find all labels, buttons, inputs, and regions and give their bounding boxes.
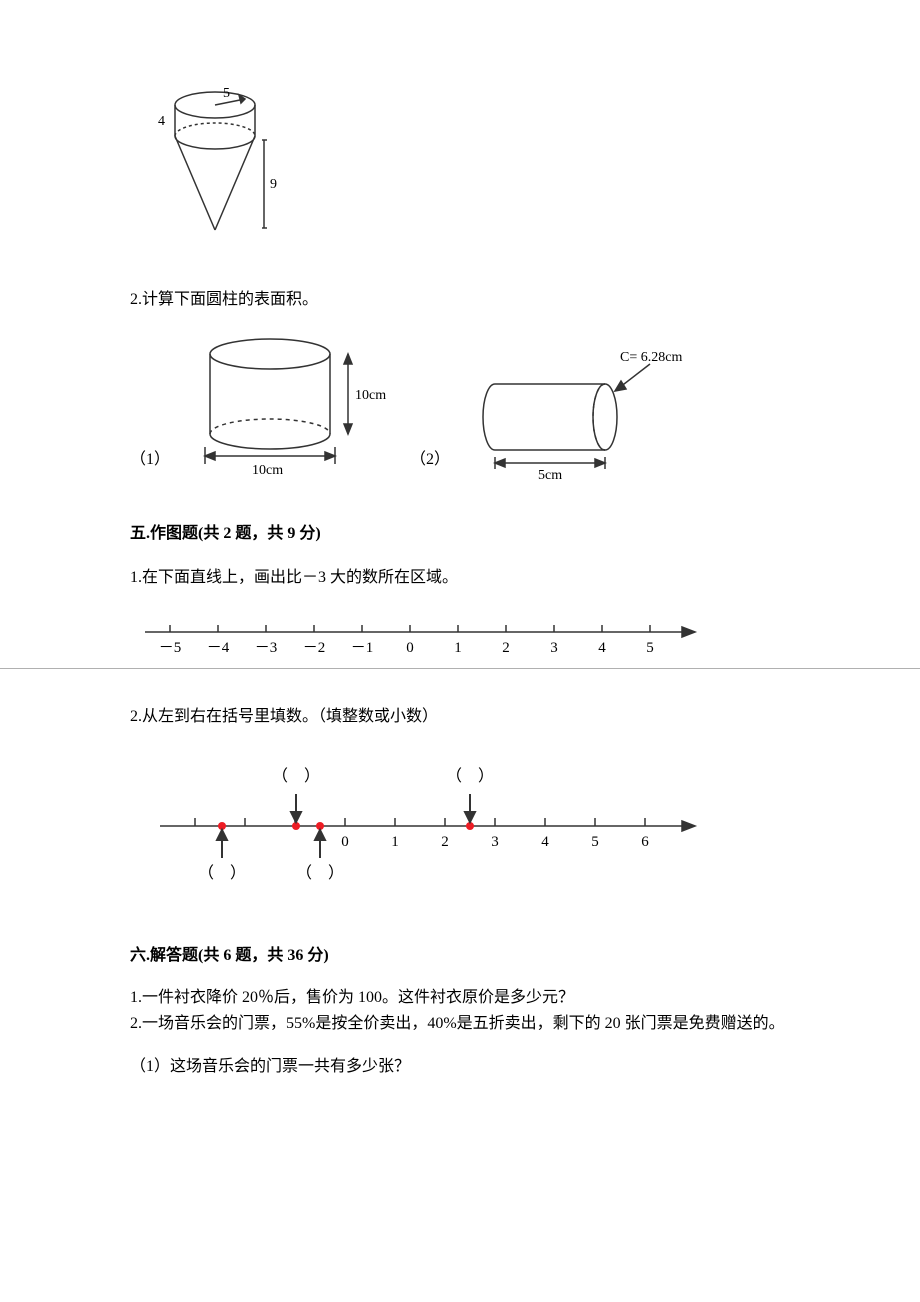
footer-line-1	[0, 668, 920, 669]
section6-heading: 六.解答题(共 6 题，共 36 分)	[130, 941, 790, 965]
cylinder-figures-row: （1） 10cm 10cm （2）	[130, 329, 790, 489]
radius-label: 5	[223, 86, 230, 101]
svg-text:6: 6	[641, 834, 649, 850]
svg-text:3: 3	[550, 640, 558, 656]
cyl2-length: 5cm	[538, 468, 562, 483]
cyl1-height: 10cm	[355, 388, 386, 403]
svg-text:0: 0	[406, 640, 414, 656]
svg-text:（ ）: （ ）	[446, 767, 494, 785]
svg-text:（ ）: （ ）	[198, 864, 246, 882]
svg-text:－1: －1	[351, 640, 374, 656]
cyl1-prefix: （1）	[130, 445, 170, 489]
figure-composite-solid: 5 4 9	[130, 80, 790, 255]
svg-text:－4: －4	[207, 640, 230, 656]
cyl2-prefix: （2）	[410, 445, 450, 489]
cyl-height-label: 4	[158, 114, 165, 129]
svg-text:（ ）: （ ）	[272, 767, 320, 785]
cone-height-label: 9	[270, 177, 277, 192]
section6-q1: 1.一件衬衣降价 20％后，售价为 100。这件衬衣原价是多少元？	[130, 985, 790, 1011]
section5-q1: 1.在下面直线上，画出比－3 大的数所在区域。	[130, 563, 790, 587]
svg-text:4: 4	[541, 834, 549, 850]
svg-text:－3: －3	[255, 640, 278, 656]
q2-text: 2.计算下面圆柱的表面积。	[130, 285, 790, 309]
svg-text:5: 5	[646, 640, 654, 656]
section6-q2: 2.一场音乐会的门票，55%是按全价卖出，40%是五折卖出，剩下的 20 张门票…	[130, 1011, 790, 1037]
svg-text:－2: －2	[303, 640, 326, 656]
cyl1-diameter: 10cm	[252, 463, 283, 478]
section5-q2: 2.从左到右在括号里填数。（填整数或小数）	[130, 702, 790, 726]
svg-text:5: 5	[591, 834, 599, 850]
svg-text:1: 1	[391, 834, 399, 850]
svg-text:4: 4	[598, 640, 606, 656]
numberline1: －5 －4 －3 －2 －1 0 1 2 3 4 5	[130, 607, 790, 672]
cylinder1-svg: 10cm 10cm	[190, 329, 390, 489]
svg-text:2: 2	[502, 640, 510, 656]
section6-q2-sub: （1）这场音乐会的门票一共有多少张？	[130, 1054, 790, 1080]
svg-text:（ ）: （ ）	[296, 864, 344, 882]
svg-text:1: 1	[454, 640, 462, 656]
svg-text:－5: －5	[159, 640, 182, 656]
svg-text:3: 3	[491, 834, 499, 850]
numberline2: 0 1 2 3 4 5 6 （ ） （ ） （ ） （ ）	[150, 746, 790, 901]
cyl2-circ: C= 6.28cm	[620, 350, 682, 365]
section5-heading: 五.作图题(共 2 题，共 9 分)	[130, 519, 790, 543]
composite-solid-svg: 5 4 9	[130, 80, 300, 250]
svg-text:0: 0	[341, 834, 349, 850]
cylinder2-svg: C= 6.28cm 5cm	[470, 349, 690, 489]
svg-text:2: 2	[441, 834, 449, 850]
